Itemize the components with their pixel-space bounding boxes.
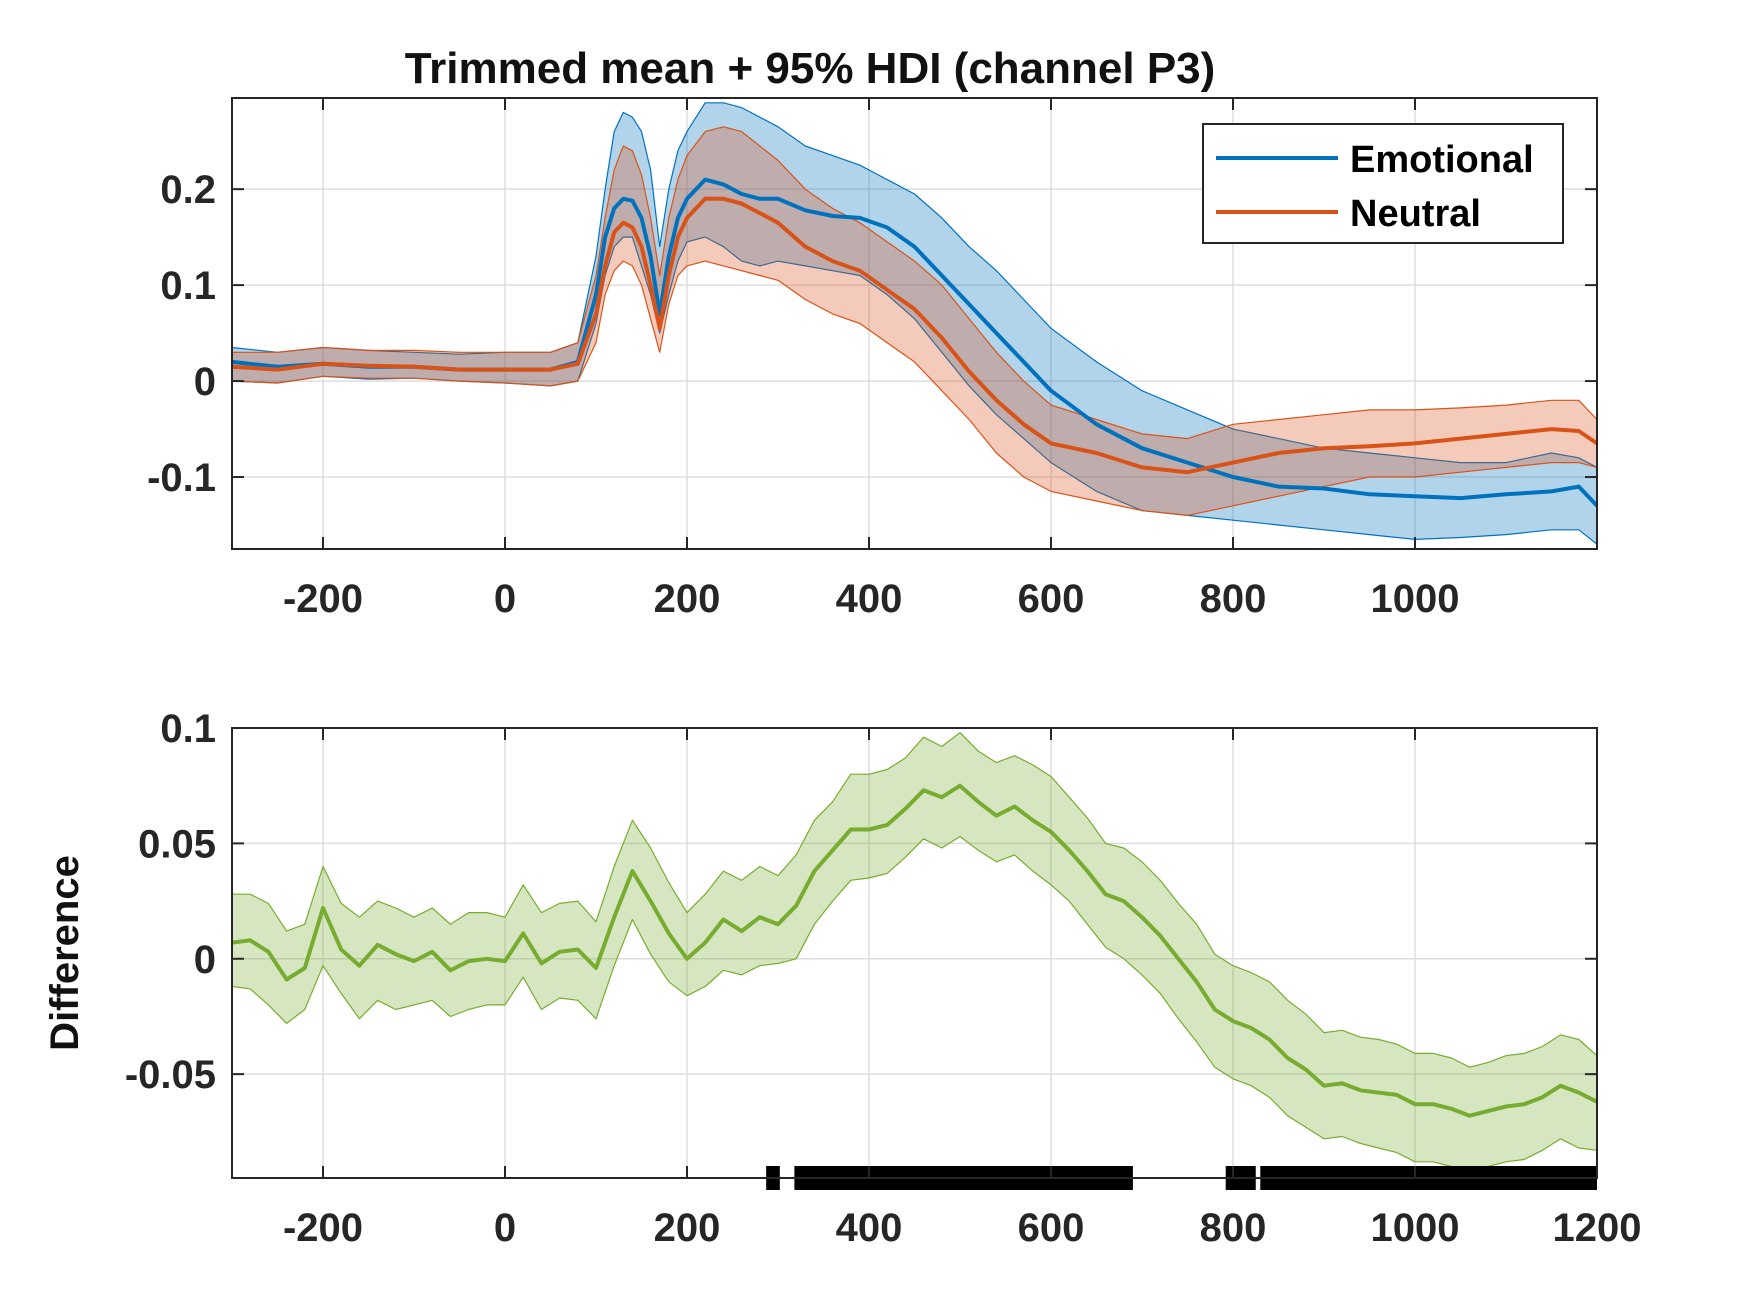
top-xtick-label-5: 800 [1200,577,1267,621]
top-xtick-label-0: -200 [283,577,363,621]
bottom-ytick-label-1: 0.05 [138,822,216,866]
bottom-xtick-label-2: 200 [654,1206,721,1250]
top-xtick-label-4: 600 [1018,577,1085,621]
legend-label-neutral: Neutral [1350,193,1481,235]
bottom-ytick-label-0: 0.1 [160,707,216,751]
bottom-xtick-label-1: 0 [494,1206,516,1250]
bottom-ytick-label-2: 0 [194,938,216,982]
legend-box [1202,123,1564,244]
legend: Emotional Neutral [1202,123,1564,244]
top-xtick-label-2: 200 [654,577,721,621]
legend-label-emotional: Emotional [1350,139,1534,181]
bottom-xtick-label-3: 400 [836,1206,903,1250]
top-ytick-label-0: 0.2 [160,168,216,212]
chart-title: Trimmed mean + 95% HDI (channel P3) [405,44,1216,93]
bottom-xtick-label-7: 1200 [1553,1206,1642,1250]
top-mean-line-neutral [231,196,1599,475]
top-ytick-label-1: 0.1 [160,264,216,308]
bottom-panel-ticks: -200 0 200 400 600 800 1000 1200 0.1 0.05 0 -0.05 [125,707,1642,1250]
top-panel-mean-lines [231,177,1599,508]
bottom-xtick-label-6: 1000 [1371,1206,1460,1250]
top-xtick-label-1: 0 [494,577,516,621]
bottom-panel-frame [231,727,1598,1179]
top-panel-frame [231,97,1598,550]
bottom-ytick-label-3: -0.05 [125,1053,216,1097]
top-xtick-label-3: 400 [836,577,903,621]
top-panel-ticks: -200 0 200 400 600 800 1000 0.2 0.1 0 -0.1 [147,98,1597,621]
top-ytick-label-3: -0.1 [147,456,216,500]
bottom-panel-difference-line [231,783,1598,1118]
y-axis-label-difference: Difference [43,855,87,1051]
bottom-xtick-label-0: -200 [283,1206,363,1250]
bottom-xtick-label-5: 800 [1200,1206,1267,1250]
bottom-mean-line-difference [231,783,1598,1118]
top-xtick-label-6: 1000 [1371,577,1460,621]
bottom-xtick-label-4: 600 [1018,1206,1085,1250]
top-ytick-label-2: 0 [194,360,216,404]
